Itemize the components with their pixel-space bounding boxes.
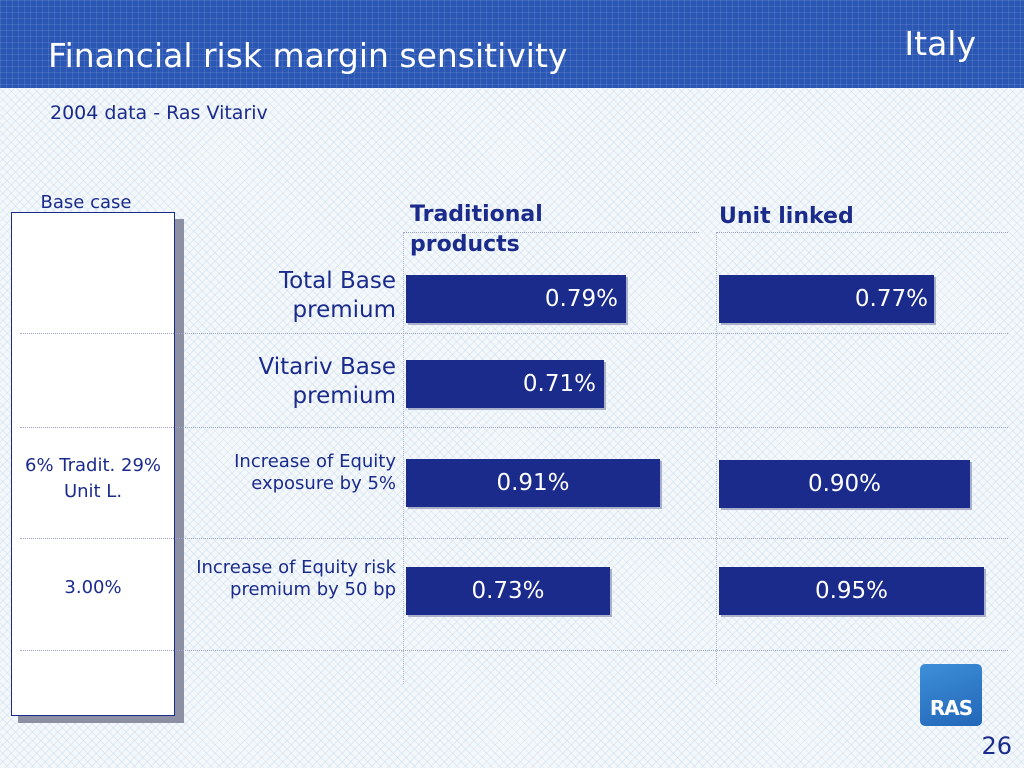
unit-linked-header-rule — [716, 232, 1008, 233]
bar-traditional-equity-exposure: 0.91% — [406, 459, 660, 507]
series-header-unit-linked: Unit linked — [719, 204, 854, 229]
base-case-equity-risk-premium: 3.00% — [64, 577, 122, 598]
bar-value-label: 0.77% — [854, 286, 928, 312]
page-number: 26 — [981, 732, 1012, 760]
unit-linked-column-guide — [716, 232, 717, 684]
title-bar: Financial risk margin sensitivity Italy — [0, 0, 1024, 88]
bar-value-label: 0.95% — [814, 578, 889, 604]
category-label-total-base-premium: Total Base premium — [278, 268, 396, 323]
row-divider — [20, 538, 1008, 539]
bar-value-label: 0.79% — [544, 286, 618, 312]
row-divider — [20, 333, 1008, 334]
row-divider — [20, 427, 1008, 428]
base-case-equity-allocation: 6% Tradit. 29% Unit L. — [25, 455, 161, 502]
base-case-box — [11, 212, 175, 716]
page-title: Financial risk margin sensitivity — [48, 36, 568, 75]
bar-value-label: 0.71% — [522, 371, 596, 397]
bar-unit-linked-total-base-premium: 0.77% — [719, 275, 934, 323]
bar-traditional-total-base-premium: 0.79% — [406, 275, 626, 323]
subtitle: 2004 data - Ras Vitariv — [50, 102, 268, 124]
row-divider — [20, 650, 1008, 651]
series-header-traditional: Traditional products — [410, 202, 543, 257]
ras-logo: RAS — [920, 664, 982, 726]
category-label-equity-risk-premium: Increase of Equity risk premium by 50 bp — [196, 557, 396, 600]
bar-unit-linked-equity-exposure: 0.90% — [719, 460, 970, 508]
traditional-header-rule — [403, 232, 699, 233]
bar-traditional-equity-risk-premium: 0.73% — [406, 567, 610, 615]
country-label: Italy — [904, 24, 976, 63]
bar-unit-linked-equity-risk-premium: 0.95% — [719, 567, 984, 615]
bar-value-label: 0.91% — [496, 470, 570, 496]
bar-traditional-vitariv-base-premium: 0.71% — [406, 360, 604, 408]
traditional-column-guide — [403, 232, 404, 684]
bar-value-label: 0.73% — [471, 578, 545, 604]
category-label-vitariv-base-premium: Vitariv Base premium — [258, 354, 396, 409]
bar-value-label: 0.90% — [807, 471, 882, 497]
category-label-equity-exposure: Increase of Equity exposure by 5% — [234, 451, 396, 494]
